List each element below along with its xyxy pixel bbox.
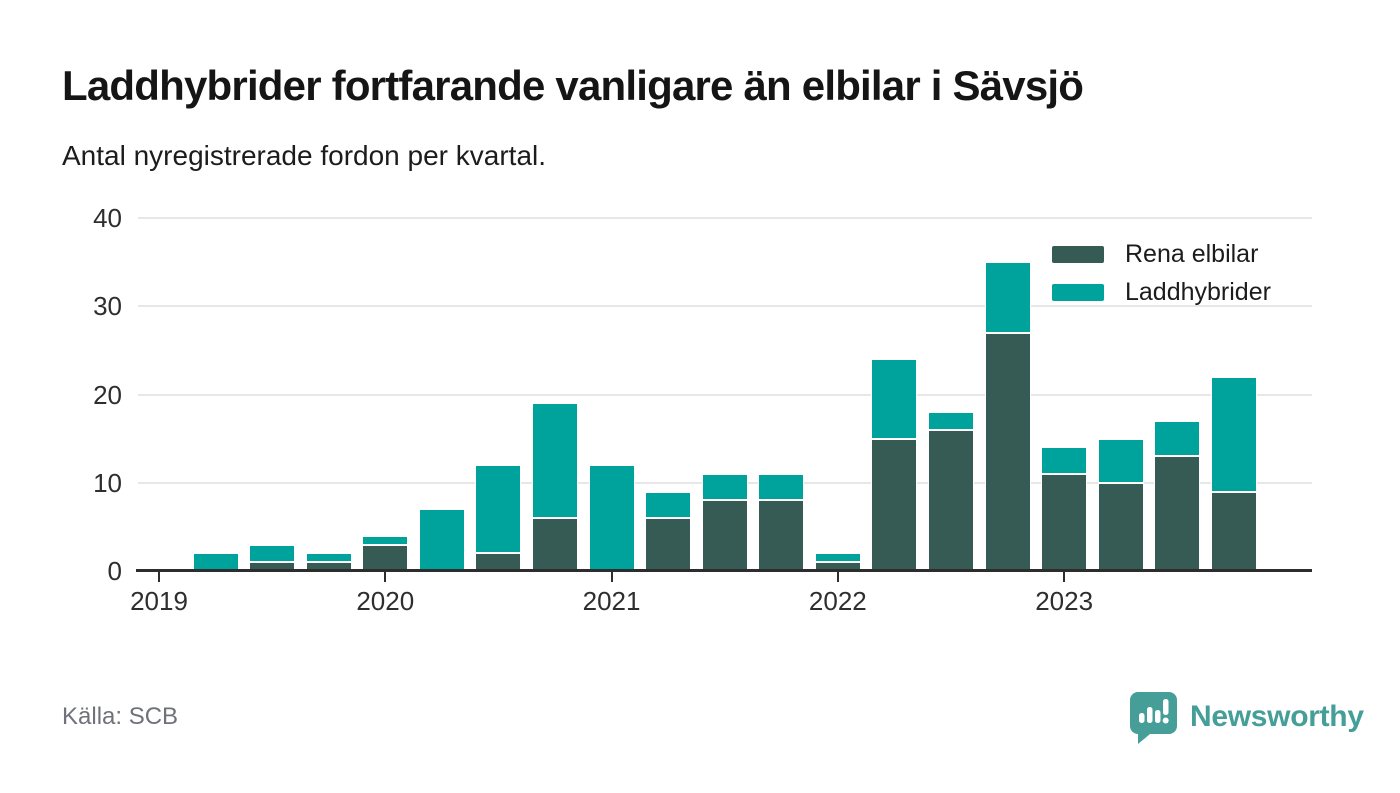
bar-segment-rena-elbilar	[645, 518, 692, 571]
bar-2020-q3	[475, 465, 522, 571]
y-tick-label-20: 20	[93, 379, 122, 410]
legend-swatch-laddhybrider	[1052, 284, 1104, 301]
bar-segment-laddhybrider	[1210, 376, 1257, 492]
bar-2022-q3	[927, 412, 974, 571]
y-tick-label-10: 10	[93, 467, 122, 498]
legend-swatch-rena-elbilar	[1052, 246, 1104, 263]
bar-segment-laddhybrider	[418, 509, 465, 571]
x-tick-2022	[836, 572, 839, 582]
x-tick-label-2020: 2020	[356, 586, 415, 616]
x-tick-2020	[384, 572, 387, 582]
bar-segment-laddhybrider	[871, 359, 918, 439]
bar-2023-q2	[1097, 438, 1144, 571]
bar-segment-rena-elbilar	[1210, 491, 1257, 571]
legend-label: Laddhybrider	[1125, 278, 1271, 306]
bar-segment-rena-elbilar	[927, 429, 974, 571]
speech-bubble-chart-icon	[1130, 692, 1177, 744]
y-tick-label-0: 0	[107, 556, 122, 586]
legend-label: Rena elbilar	[1125, 240, 1259, 268]
brand-name: Newsworthy	[1190, 700, 1364, 733]
bar-segment-laddhybrider	[701, 473, 748, 501]
x-tick-2021	[610, 572, 613, 582]
bar-2020-q1	[362, 535, 409, 571]
bar-segment-laddhybrider	[531, 403, 578, 519]
chart-subtitle: Antal nyregistrerade fordon per kvartal.	[62, 140, 547, 171]
bar-segment-laddhybrider	[927, 412, 974, 430]
gridline-40	[138, 217, 1312, 219]
bar-2023-q4	[1210, 376, 1257, 571]
bar-segment-laddhybrider	[1097, 438, 1144, 483]
x-axis-line	[136, 569, 1312, 572]
bar-segment-rena-elbilar	[701, 500, 748, 571]
x-tick-2023	[1063, 572, 1066, 582]
bar-segment-laddhybrider	[984, 262, 1031, 333]
bar-segment-laddhybrider	[814, 553, 861, 563]
bar-segment-laddhybrider	[645, 491, 692, 519]
bar-segment-laddhybrider	[249, 544, 296, 563]
page-title: Laddhybrider fortfarande vanligare än el…	[62, 62, 1084, 109]
x-tick-label-2022: 2022	[808, 586, 867, 616]
legend: Rena elbilar Laddhybrider	[1052, 240, 1271, 307]
bar-segment-rena-elbilar	[871, 438, 918, 571]
bar-2020-q2	[418, 509, 465, 571]
x-tick-label-2019: 2019	[130, 586, 188, 616]
bar-segment-rena-elbilar	[758, 500, 805, 571]
gridline-20	[138, 393, 1312, 396]
bar-2022-q4	[984, 262, 1031, 571]
bar-segment-rena-elbilar	[984, 332, 1031, 571]
bar-segment-rena-elbilar	[1154, 456, 1201, 571]
bar-2020-q4	[531, 403, 578, 571]
x-tick-label-2021: 2021	[582, 586, 641, 616]
bar-2023-q3	[1154, 420, 1201, 571]
source-note: Källa: SCB	[62, 703, 179, 730]
legend-item-rena-elbilar: Rena elbilar	[1052, 240, 1271, 269]
x-tick-2019	[158, 572, 160, 582]
bar-2021-q2	[645, 491, 692, 571]
bar-segment-laddhybrider	[475, 465, 522, 554]
y-tick-label-40: 40	[93, 203, 122, 233]
gridline-30	[138, 305, 1312, 308]
bar-segment-laddhybrider	[362, 535, 409, 545]
legend-item-laddhybrider: Laddhybrider	[1052, 278, 1271, 307]
bar-segment-laddhybrider	[588, 465, 635, 571]
brand-logo: Newsworthy	[1128, 690, 1364, 744]
bar-segment-rena-elbilar	[362, 544, 409, 571]
bar-segment-rena-elbilar	[1041, 473, 1088, 571]
bar-segment-rena-elbilar	[1097, 482, 1144, 571]
bar-2021-q4	[758, 473, 805, 571]
bar-segment-rena-elbilar	[531, 518, 578, 571]
plot-area	[138, 217, 1312, 571]
bar-2021-q1	[588, 465, 635, 571]
bar-segment-laddhybrider	[305, 553, 352, 563]
bar-segment-laddhybrider	[758, 473, 805, 501]
bar-2022-q2	[871, 359, 918, 571]
bar-2023-q1	[1041, 447, 1088, 571]
x-tick-label-2023: 2023	[1035, 586, 1094, 616]
bar-segment-laddhybrider	[1154, 420, 1201, 457]
bar-2021-q3	[701, 473, 748, 571]
y-tick-label-30: 30	[93, 291, 122, 322]
bar-segment-laddhybrider	[1041, 447, 1088, 474]
bar-2019-q3	[249, 544, 296, 571]
